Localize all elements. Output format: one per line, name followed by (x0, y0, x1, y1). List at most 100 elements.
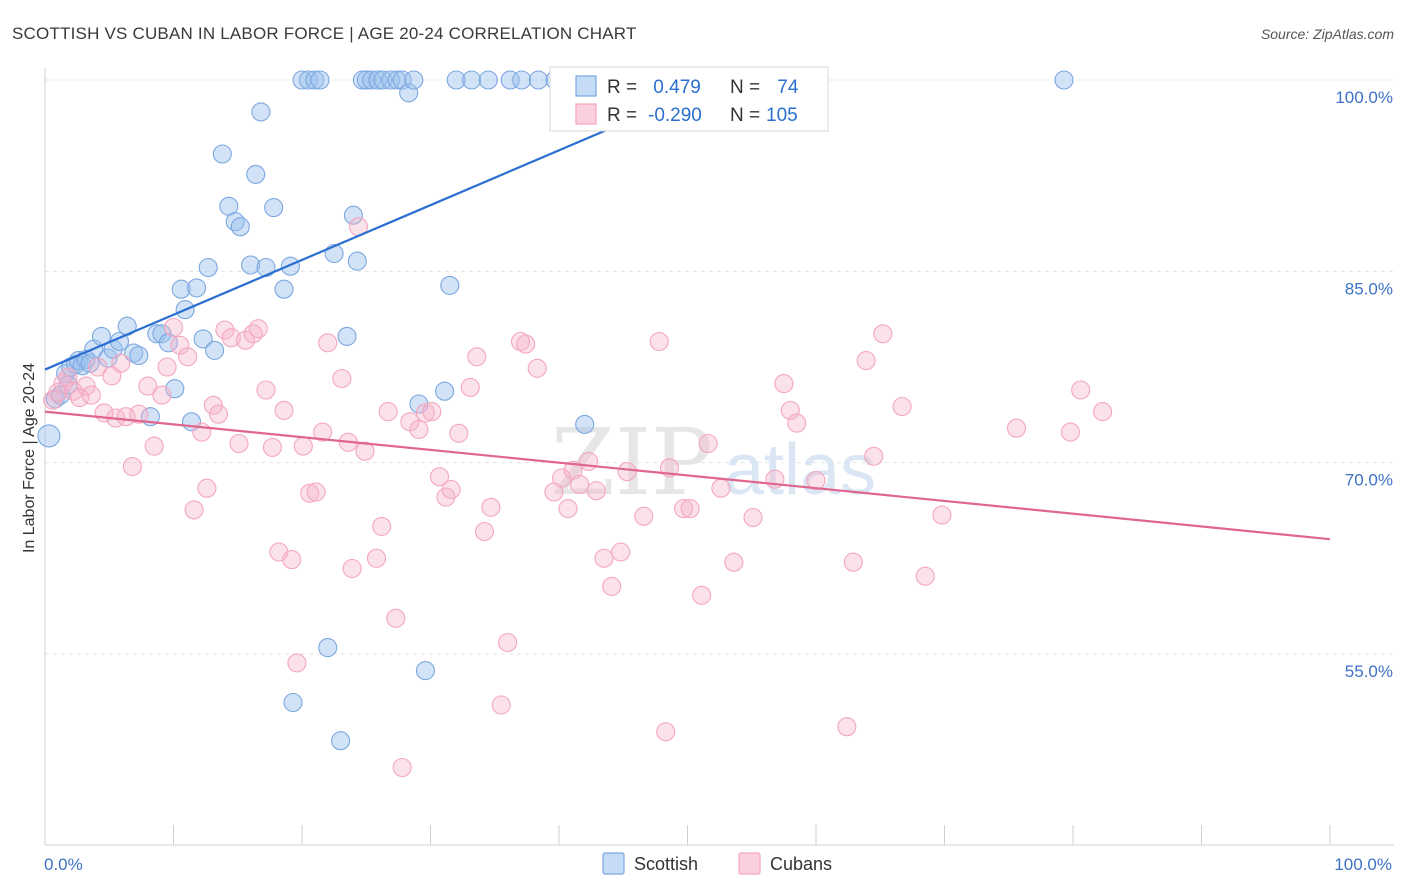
cubans-point-7 (81, 385, 101, 405)
y-tick-label-3: 55.0% (1345, 662, 1393, 681)
cubans-point-69 (510, 331, 531, 352)
cubans-point-71 (527, 358, 547, 378)
cubans-point-37 (274, 400, 294, 420)
cubans-point-15 (129, 404, 149, 424)
scottish-point-30 (205, 340, 225, 360)
stats-legend: R = 0.479 N = 74 R = -0.290 N = 105 (549, 66, 829, 132)
cubans-point-68 (498, 632, 518, 653)
cubans-point-61 (441, 479, 461, 500)
cubans-point-42 (306, 482, 326, 502)
cubans-point-83 (634, 506, 654, 526)
legend-n-label-cubans: N = (730, 105, 760, 126)
cubans-point-96 (780, 400, 800, 420)
bottom-legend: Scottish Cubans (602, 852, 832, 875)
cubans-point-30 (229, 433, 249, 454)
cubans-point-43 (313, 422, 333, 442)
scottish-point-46 (318, 638, 338, 658)
cubans-point-104 (892, 396, 912, 417)
scottish-point-44 (305, 70, 325, 90)
cubans-point-65 (474, 521, 495, 542)
cubans-point-91 (711, 478, 731, 498)
y-tick-labels: 100.0% 85.0% 70.0% 55.0% (1335, 88, 1393, 681)
cubans-point-56 (409, 419, 429, 440)
cubans-point-87 (674, 499, 694, 519)
legend-r-label-cubans: R = (607, 105, 637, 126)
scottish-point-57 (381, 70, 401, 90)
legend-r-value-cubans: -0.290 (648, 105, 702, 126)
cubans-point-8 (88, 357, 108, 377)
axes (44, 68, 1394, 846)
watermark: ZIP atlas (551, 409, 876, 516)
scottish-point-31 (212, 144, 232, 164)
scottish-point-56 (373, 70, 393, 90)
scottish-point-74 (575, 414, 595, 434)
cubans-point-21 (170, 335, 190, 355)
bottom-legend-label-scottish: Scottish (634, 854, 698, 874)
legend-swatch-scottish (575, 75, 597, 97)
cubans-point-18 (152, 385, 172, 405)
cubans-point-40 (293, 436, 313, 456)
cubans-point-70 (516, 334, 536, 354)
cubans-point-28 (215, 320, 235, 340)
cubans-point-73 (552, 468, 572, 488)
bottom-legend-label-cubans: Cubans (770, 854, 832, 874)
scottish-point-43 (298, 70, 318, 90)
cubans-point-16 (138, 376, 158, 396)
cubans-point-19 (157, 357, 177, 377)
cubans-point-110 (1093, 402, 1113, 422)
x-tick-label-max: 100.0% (1334, 855, 1392, 874)
cubans-point-80 (602, 576, 622, 596)
scottish-point-78 (283, 692, 303, 713)
cubans-point-66 (481, 497, 501, 517)
legend-swatch-cubans (575, 103, 597, 125)
cubans-point-64 (467, 347, 487, 367)
scottish-point-22 (158, 333, 178, 353)
x-ticks (44, 825, 1331, 845)
cubans-point-67 (491, 695, 511, 715)
cubans-point-59 (429, 467, 450, 487)
cubans-point-33 (248, 319, 268, 339)
cubans-point-95 (774, 374, 794, 394)
scottish-point-29 (198, 257, 218, 278)
cubans-point-51 (372, 516, 392, 536)
cubans-point-93 (743, 507, 763, 528)
cubans-point-49 (355, 441, 375, 461)
cubans-point-34 (256, 380, 276, 400)
scottish-point-77 (1054, 70, 1074, 90)
scottish-point-36 (246, 164, 266, 184)
scottish-point-33 (225, 212, 245, 232)
cubans-point-35 (262, 437, 282, 457)
scottish-point-60 (399, 83, 419, 103)
cubans-point-105 (915, 566, 935, 586)
cubans-point-88 (680, 499, 700, 519)
cubans-point-99 (837, 717, 857, 737)
scottish-point-58 (387, 70, 407, 90)
cubans-point-82 (617, 462, 637, 482)
legend-r-value-scottish: 0.479 (648, 77, 701, 98)
cubans-point-53 (386, 608, 406, 628)
cubans-point-57 (415, 403, 435, 423)
cubans-point-54 (392, 757, 412, 778)
scottish-point-61 (404, 70, 424, 90)
cubans-point-27 (208, 404, 229, 424)
legend-n-value-scottish: 74 (772, 77, 799, 98)
scottish-point-38 (256, 257, 276, 278)
y-tick-label-2: 70.0% (1345, 471, 1393, 490)
chart-title: SCOTTISH VS CUBAN IN LABOR FORCE | AGE 2… (12, 24, 637, 43)
cubans-point-97 (787, 413, 807, 433)
scottish-point-63 (415, 661, 435, 681)
y-tick-label-1: 85.0% (1345, 279, 1393, 298)
cubans-point-6 (76, 376, 96, 396)
cubans-point-1 (48, 382, 68, 403)
cubans-point-107 (1006, 418, 1027, 438)
cubans-point-23 (184, 500, 204, 520)
scottish-point-66 (446, 70, 466, 90)
scottish-point-35 (241, 255, 261, 275)
legend-n-value-cubans: 105 (766, 105, 798, 126)
cubans-point-81 (611, 542, 631, 562)
cubans-point-31 (235, 330, 256, 350)
cubans-point-12 (111, 353, 131, 373)
cubans-point-79 (594, 548, 614, 568)
cubans-point-74 (558, 499, 578, 519)
